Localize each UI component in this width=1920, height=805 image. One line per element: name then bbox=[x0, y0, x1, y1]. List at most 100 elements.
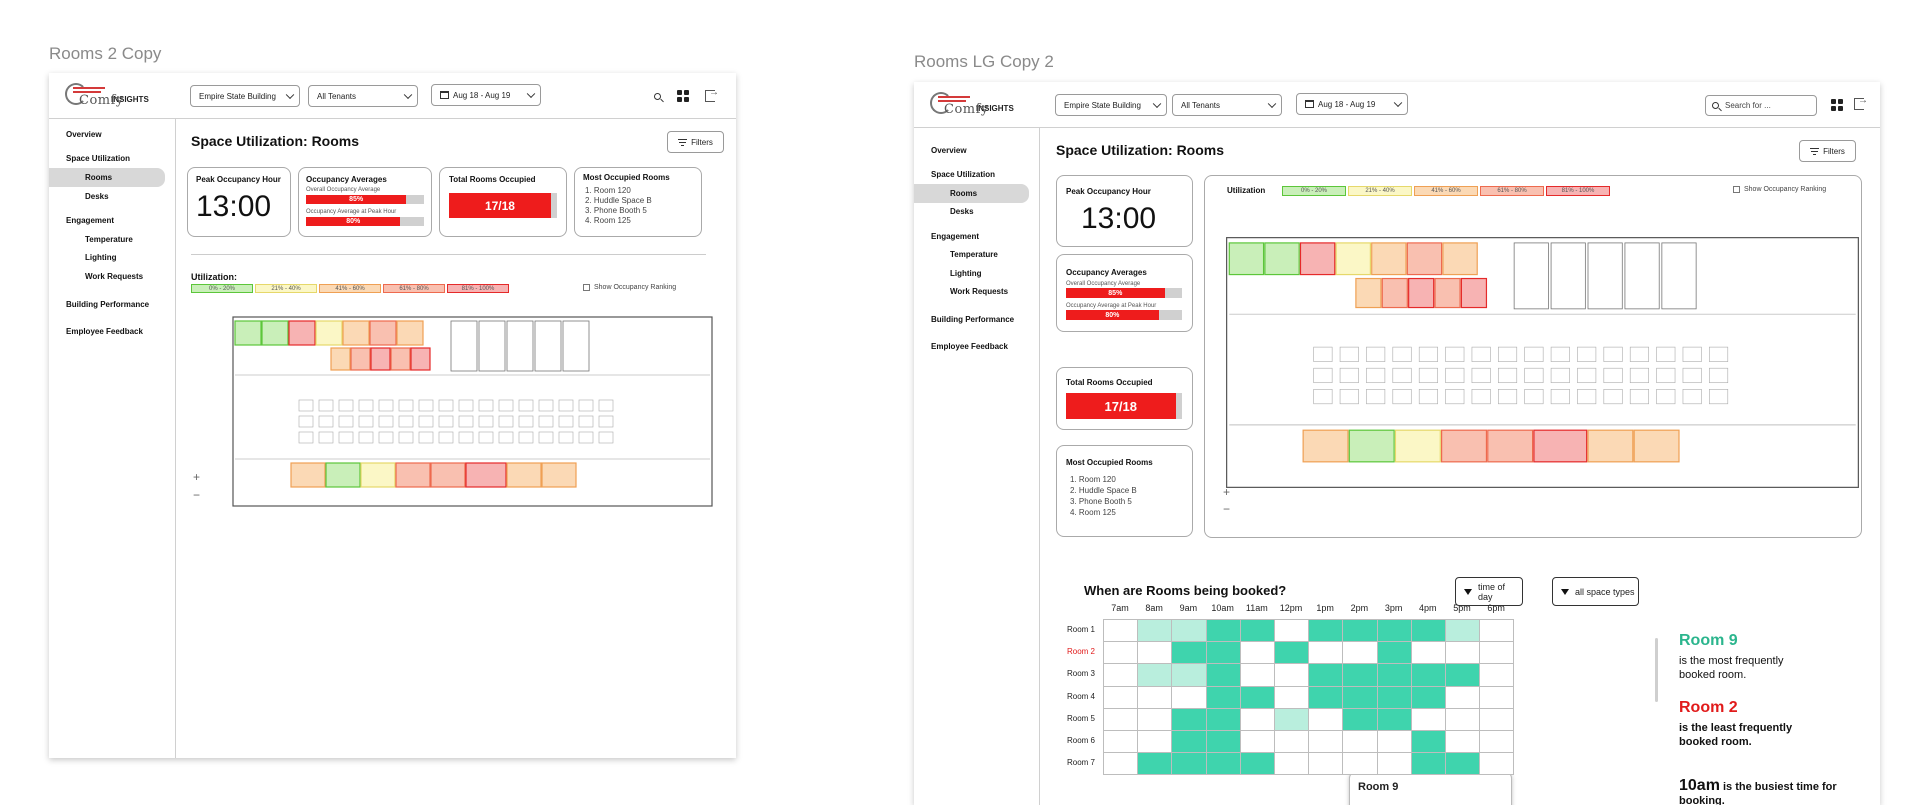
heatmap-cell[interactable] bbox=[1137, 641, 1173, 665]
nav-desks[interactable]: Desks bbox=[85, 192, 109, 201]
heatmap-cell[interactable] bbox=[1308, 752, 1344, 776]
heatmap-cell[interactable] bbox=[1274, 730, 1310, 754]
heatmap-cell[interactable] bbox=[1205, 663, 1241, 687]
nav-temperature[interactable]: Temperature bbox=[950, 250, 998, 259]
heatmap-cell[interactable] bbox=[1308, 663, 1344, 687]
heatmap-cell[interactable] bbox=[1103, 685, 1139, 709]
heatmap-cell[interactable] bbox=[1308, 730, 1344, 754]
heatmap-cell[interactable] bbox=[1342, 619, 1378, 643]
heatmap-cell[interactable] bbox=[1103, 752, 1139, 776]
heatmap-cell[interactable] bbox=[1239, 641, 1275, 665]
heatmap-cell[interactable] bbox=[1479, 707, 1515, 731]
nav-employee-feedback[interactable]: Employee Feedback bbox=[931, 342, 1008, 351]
heatmap-cell[interactable] bbox=[1103, 663, 1139, 687]
filters-button[interactable]: Filters bbox=[667, 131, 724, 153]
heatmap-cell[interactable] bbox=[1376, 641, 1412, 665]
grid-view-icon[interactable] bbox=[1831, 99, 1843, 111]
grid-view-icon[interactable] bbox=[677, 90, 689, 102]
heatmap-cell[interactable] bbox=[1205, 752, 1241, 776]
nav-work-requests[interactable]: Work Requests bbox=[950, 287, 1009, 296]
tenant-select[interactable]: All Tenants bbox=[308, 85, 418, 107]
nav-lighting[interactable]: Lighting bbox=[85, 253, 117, 262]
heatmap-cell[interactable] bbox=[1410, 641, 1446, 665]
heatmap-cell[interactable] bbox=[1479, 752, 1515, 776]
heatmap-cell[interactable] bbox=[1445, 619, 1481, 643]
heatmap-cell[interactable] bbox=[1445, 641, 1481, 665]
heatmap-cell[interactable] bbox=[1274, 685, 1310, 709]
nav-engagement[interactable]: Engagement bbox=[66, 216, 115, 225]
heatmap-cell[interactable] bbox=[1479, 641, 1515, 665]
heatmap-cell[interactable] bbox=[1445, 707, 1481, 731]
heatmap-cell[interactable] bbox=[1239, 707, 1275, 731]
heatmap-cell[interactable] bbox=[1376, 752, 1412, 776]
heatmap-cell[interactable] bbox=[1376, 663, 1412, 687]
heatmap-cell[interactable] bbox=[1137, 663, 1173, 687]
heatmap-cell[interactable] bbox=[1410, 619, 1446, 643]
search-icon[interactable] bbox=[654, 93, 661, 100]
heatmap-cell[interactable] bbox=[1445, 752, 1481, 776]
heatmap-cell[interactable] bbox=[1239, 752, 1275, 776]
space-type-filter[interactable]: all space types bbox=[1552, 577, 1639, 606]
ranking-checkbox[interactable] bbox=[1733, 186, 1740, 193]
heatmap-cell[interactable] bbox=[1410, 663, 1446, 687]
heatmap-cell[interactable] bbox=[1274, 752, 1310, 776]
heatmap-cell[interactable] bbox=[1376, 730, 1412, 754]
heatmap-cell[interactable] bbox=[1445, 730, 1481, 754]
heatmap-cell[interactable] bbox=[1376, 685, 1412, 709]
scrollbar[interactable] bbox=[1655, 638, 1658, 702]
heatmap-cell[interactable] bbox=[1103, 641, 1139, 665]
nav-lighting[interactable]: Lighting bbox=[950, 269, 982, 278]
heatmap-cell[interactable] bbox=[1205, 685, 1241, 709]
heatmap-cell[interactable] bbox=[1205, 707, 1241, 731]
heatmap-cell[interactable] bbox=[1205, 619, 1241, 643]
nav-space-utilization[interactable]: Space Utilization bbox=[931, 170, 996, 179]
zoom-out-button[interactable]: − bbox=[1223, 502, 1231, 516]
heatmap-cell[interactable] bbox=[1171, 730, 1207, 754]
show-ranking-toggle[interactable]: Show Occupancy Ranking bbox=[583, 284, 676, 291]
zoom-in-button[interactable]: + bbox=[1223, 485, 1231, 499]
heatmap-cell[interactable] bbox=[1103, 707, 1139, 731]
heatmap-cell[interactable] bbox=[1137, 752, 1173, 776]
nav-engagement[interactable]: Engagement bbox=[931, 232, 980, 241]
heatmap-cell[interactable] bbox=[1479, 663, 1515, 687]
heatmap-cell[interactable] bbox=[1239, 619, 1275, 643]
building-select[interactable]: Empire State Building bbox=[1055, 94, 1167, 116]
heatmap-cell[interactable] bbox=[1410, 685, 1446, 709]
heatmap-cell[interactable] bbox=[1239, 663, 1275, 687]
heatmap-cell[interactable] bbox=[1479, 730, 1515, 754]
heatmap-cell[interactable] bbox=[1205, 730, 1241, 754]
heatmap-cell[interactable] bbox=[1137, 685, 1173, 709]
nav-space-utilization[interactable]: Space Utilization bbox=[66, 154, 131, 163]
heatmap-cell[interactable] bbox=[1274, 641, 1310, 665]
show-ranking-toggle[interactable]: Show Occupancy Ranking bbox=[1733, 186, 1826, 193]
heatmap-cell[interactable] bbox=[1274, 707, 1310, 731]
heatmap-cell[interactable] bbox=[1239, 730, 1275, 754]
nav-overview[interactable]: Overview bbox=[931, 146, 967, 155]
heatmap-cell[interactable] bbox=[1205, 641, 1241, 665]
nav-rooms[interactable]: Rooms bbox=[950, 189, 978, 198]
heatmap-cell[interactable] bbox=[1239, 685, 1275, 709]
heatmap-cell[interactable] bbox=[1171, 663, 1207, 687]
search-input[interactable]: Search for ... bbox=[1705, 95, 1817, 116]
heatmap-cell[interactable] bbox=[1445, 663, 1481, 687]
heatmap-cell[interactable] bbox=[1137, 619, 1173, 643]
heatmap-cell[interactable] bbox=[1137, 730, 1173, 754]
heatmap-cell[interactable] bbox=[1342, 730, 1378, 754]
date-range-select[interactable]: Aug 18 - Aug 19 bbox=[1296, 93, 1408, 115]
heatmap-cell[interactable] bbox=[1308, 707, 1344, 731]
zoom-in-button[interactable]: + bbox=[193, 470, 201, 484]
heatmap-cell[interactable] bbox=[1171, 707, 1207, 731]
ranking-checkbox[interactable] bbox=[583, 284, 590, 291]
heatmap-cell[interactable] bbox=[1171, 752, 1207, 776]
heatmap-cell[interactable] bbox=[1342, 663, 1378, 687]
heatmap-cell[interactable] bbox=[1342, 685, 1378, 709]
heatmap-cell[interactable] bbox=[1103, 619, 1139, 643]
heatmap-cell[interactable] bbox=[1274, 619, 1310, 643]
building-select[interactable]: Empire State Building bbox=[190, 85, 300, 107]
filters-button[interactable]: Filters bbox=[1799, 140, 1856, 162]
heatmap-cell[interactable] bbox=[1342, 641, 1378, 665]
heatmap-cell[interactable] bbox=[1171, 619, 1207, 643]
tenant-select[interactable]: All Tenants bbox=[1172, 94, 1282, 116]
nav-work-requests[interactable]: Work Requests bbox=[85, 272, 144, 281]
heatmap-cell[interactable] bbox=[1342, 707, 1378, 731]
